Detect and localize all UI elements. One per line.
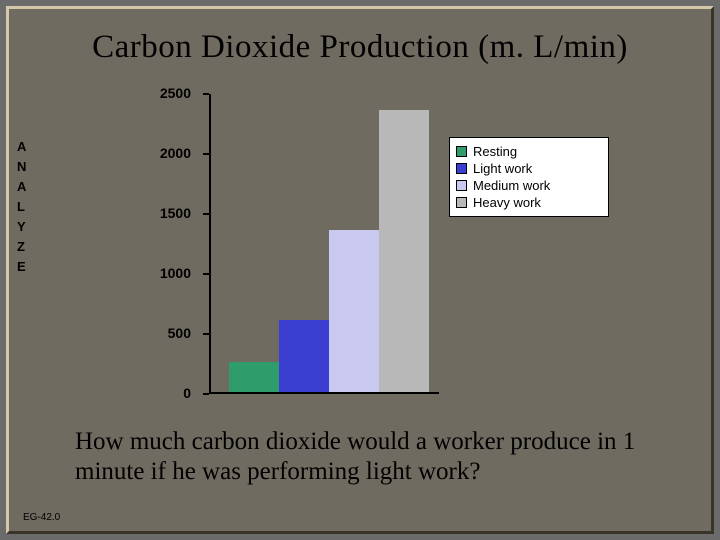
y-tick-mark xyxy=(203,93,209,95)
side-label-letter: E xyxy=(17,257,26,277)
legend-label: Resting xyxy=(473,144,517,159)
y-tick-mark xyxy=(203,213,209,215)
bar-light-work xyxy=(279,320,329,392)
y-tick-mark xyxy=(203,153,209,155)
analyze-side-label: АNАLYZE xyxy=(17,137,26,277)
legend-label: Heavy work xyxy=(473,195,541,210)
legend-item: Resting xyxy=(456,144,602,159)
legend-item: Medium work xyxy=(456,178,602,193)
legend-item: Heavy work xyxy=(456,195,602,210)
bar-medium-work xyxy=(329,230,379,392)
legend-item: Light work xyxy=(456,161,602,176)
bar-heavy-work xyxy=(379,110,429,392)
y-tick-label: 1500 xyxy=(160,205,191,221)
slide-frame: Carbon Dioxide Production (m. L/min) АNА… xyxy=(6,6,714,534)
side-label-letter: L xyxy=(17,197,26,217)
slide-title: Carbon Dioxide Production (m. L/min) xyxy=(9,29,711,66)
legend-label: Light work xyxy=(473,161,532,176)
chart-legend: Resting Light work Medium work Heavy work xyxy=(449,137,609,217)
y-tick-mark xyxy=(203,273,209,275)
bar-resting xyxy=(229,362,279,392)
side-label-letter: Y xyxy=(17,217,26,237)
y-tick-label: 2500 xyxy=(160,85,191,101)
y-tick-label: 500 xyxy=(168,325,191,341)
y-tick-label: 1000 xyxy=(160,265,191,281)
y-tick-label: 0 xyxy=(183,385,191,401)
side-label-letter: N xyxy=(17,157,26,177)
legend-swatch xyxy=(456,146,467,157)
side-label-letter: А xyxy=(17,177,26,197)
legend-swatch xyxy=(456,197,467,208)
legend-swatch xyxy=(456,180,467,191)
question-text: How much carbon dioxide would a worker p… xyxy=(75,427,661,487)
chart-plot-area xyxy=(209,94,439,394)
legend-swatch xyxy=(456,163,467,174)
footer-code: EG-42.0 xyxy=(23,512,60,523)
legend-label: Medium work xyxy=(473,178,550,193)
side-label-letter: Z xyxy=(17,237,26,257)
side-label-letter: А xyxy=(17,137,26,157)
y-tick-label: 2000 xyxy=(160,145,191,161)
y-tick-mark xyxy=(203,333,209,335)
y-tick-mark xyxy=(203,393,209,395)
